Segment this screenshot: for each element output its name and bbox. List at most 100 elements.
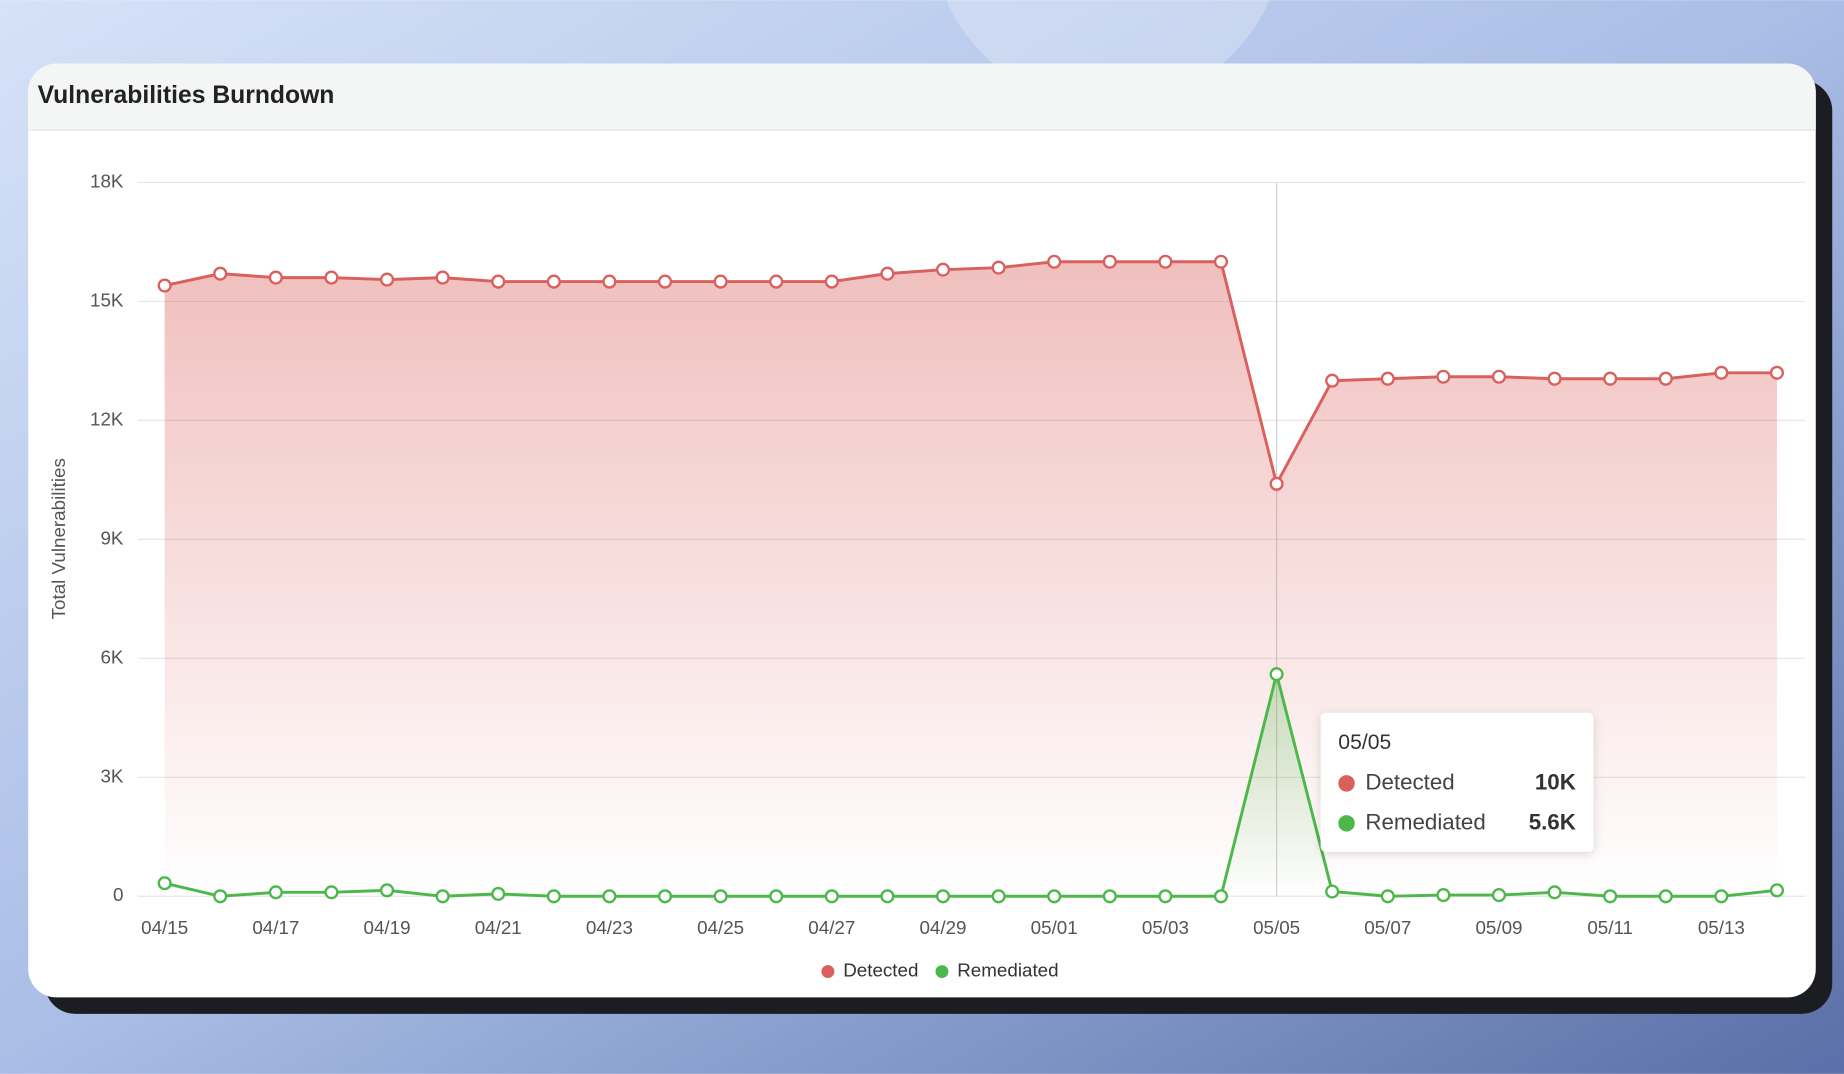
data-point (546, 274, 561, 289)
data-point (1658, 371, 1673, 386)
data-point (657, 889, 673, 904)
data-point (1102, 889, 1117, 904)
data-point (1213, 254, 1229, 269)
x-tick-label: 05/03 (1142, 917, 1189, 938)
tooltip-value: 5.6K (1529, 809, 1576, 834)
data-point (1769, 365, 1785, 380)
y-tick-label: 12K (90, 408, 124, 429)
legend-marker (935, 965, 949, 979)
data-point (935, 889, 951, 904)
data-point (769, 274, 784, 289)
data-point (213, 889, 228, 904)
data-point (268, 270, 283, 285)
data-point (602, 889, 617, 904)
data-point (1547, 885, 1562, 900)
tooltip-name: Remediated (1365, 809, 1485, 834)
data-point (1158, 889, 1173, 904)
data-point (657, 274, 673, 289)
data-point (1325, 884, 1340, 899)
card-header (28, 63, 1816, 130)
data-point (1380, 889, 1395, 904)
data-point (991, 260, 1006, 275)
x-tick-label: 04/27 (808, 917, 855, 938)
tooltip-value: 10K (1535, 769, 1576, 794)
data-point (1213, 889, 1229, 904)
data-point (157, 876, 172, 891)
card-title: Vulnerabilities Burndown (38, 82, 335, 109)
data-point (713, 274, 728, 289)
x-tick-label: 05/09 (1475, 917, 1522, 938)
data-point (991, 889, 1006, 904)
data-point (880, 889, 895, 904)
data-point (935, 262, 951, 277)
data-point (435, 889, 450, 904)
data-point (1658, 889, 1673, 904)
data-point (1047, 254, 1062, 269)
data-point (157, 278, 172, 293)
legend: Detected Remediated (821, 960, 1059, 981)
data-point (546, 889, 561, 904)
tooltip-name: Detected (1365, 769, 1454, 794)
legend-label: Remediated (957, 960, 1058, 981)
legend-marker (821, 965, 835, 979)
data-point (1603, 371, 1618, 386)
data-point (1269, 667, 1284, 682)
data-point (1102, 254, 1117, 269)
data-point (1269, 476, 1284, 491)
plot: 0 3K 6K 9K 12K 15K 18K 04/15 04/17 04/19 04/21 04/2… (90, 170, 1806, 981)
data-point (379, 883, 395, 898)
tooltip-marker (1338, 775, 1355, 792)
x-tick-label: 04/15 (141, 917, 188, 938)
data-point (824, 274, 839, 289)
data-point (1769, 883, 1785, 898)
x-tick-label: 05/05 (1253, 917, 1300, 938)
data-point (1436, 369, 1451, 384)
x-tick-label: 04/21 (475, 917, 522, 938)
x-tick-label: 05/01 (1031, 917, 1078, 938)
data-point (1603, 889, 1618, 904)
data-point (379, 272, 395, 287)
data-point (1380, 371, 1395, 386)
y-tick-label: 9K (100, 527, 123, 548)
x-tick-label: 04/25 (697, 917, 744, 938)
y-tick-label: 6K (100, 646, 123, 667)
data-point (1436, 888, 1451, 903)
data-point (324, 270, 339, 285)
data-point (491, 886, 506, 901)
series-line (164, 673, 1778, 898)
data-point (880, 266, 895, 281)
data-point (1158, 254, 1173, 269)
data-point (769, 889, 784, 904)
tooltip-marker (1338, 815, 1355, 832)
legend-label: Detected (843, 960, 918, 981)
x-tick-label: 04/23 (586, 917, 633, 938)
x-tick-label: 04/29 (919, 917, 966, 938)
y-tick-label: 0 (113, 884, 123, 905)
data-point (435, 270, 450, 285)
y-tick-label: 18K (90, 170, 124, 191)
data-point (824, 889, 839, 904)
x-tick-label: 05/07 (1364, 917, 1411, 938)
y-tick-label: 15K (90, 289, 124, 310)
data-point (713, 889, 728, 904)
data-point (1491, 369, 1507, 384)
tooltip-title: 05/05 (1338, 731, 1391, 754)
data-point (1047, 889, 1062, 904)
tooltip-box (1320, 712, 1594, 852)
data-point (324, 885, 339, 900)
data-point (213, 266, 228, 281)
x-tick-label: 04/19 (364, 917, 411, 938)
y-tick-label: 3K (100, 765, 123, 786)
series-line (164, 260, 1777, 488)
x-tick-label: 05/11 (1587, 917, 1633, 938)
data-point (1714, 889, 1729, 904)
data-point (1547, 371, 1562, 386)
data-point (491, 274, 506, 289)
data-point (268, 885, 283, 900)
x-tick-label: 05/13 (1698, 917, 1745, 938)
tooltip: 05/05 Detected 10K Remediated 5.6K (1320, 712, 1594, 852)
data-point (1714, 365, 1729, 380)
data-point (602, 274, 617, 289)
